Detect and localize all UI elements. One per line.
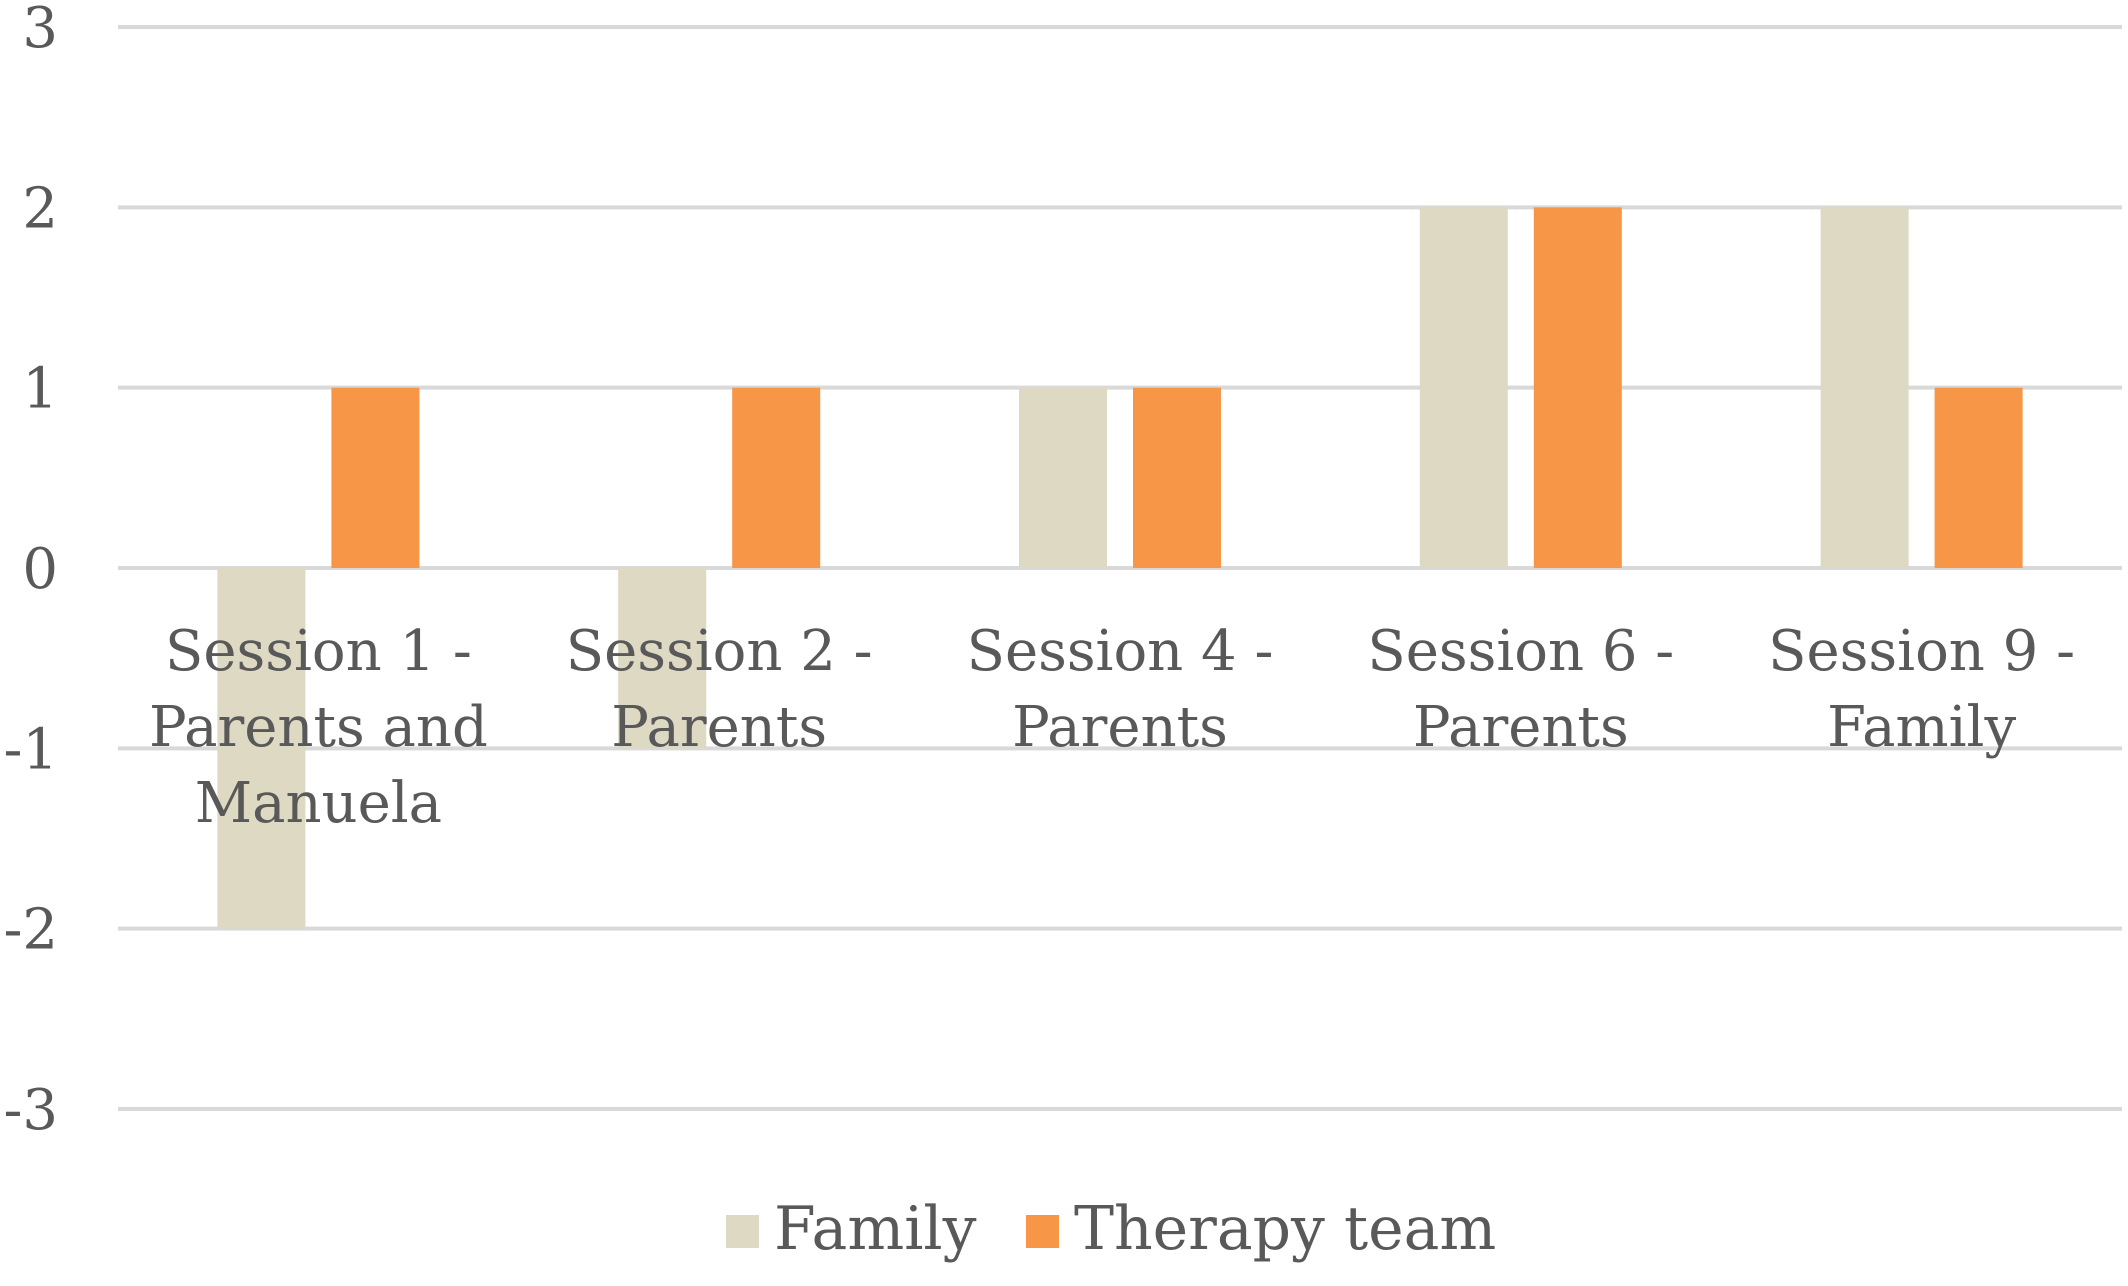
x-category-label-1: Session 2 -Parents (566, 619, 873, 760)
bars (217, 207, 2023, 929)
legend-swatch-family (726, 1215, 759, 1248)
legend-label-family: Family (774, 1194, 977, 1264)
bar-family-2 (1019, 387, 1107, 568)
y-tick-label-1: 2 (22, 176, 58, 241)
y-tick-label-3: 0 (22, 537, 58, 602)
x-category-label-2: Session 4 -Parents (967, 619, 1274, 760)
y-tick-label-4: -1 (3, 717, 58, 782)
legend: Family Therapy team (726, 1194, 1496, 1264)
y-tick-label-0: 3 (22, 0, 58, 61)
y-axis-tick-labels: 3 2 1 0 -1 -2 -3 (3, 0, 58, 1143)
bar-therapy-team-3 (1533, 207, 1622, 569)
y-tick-label-5: -2 (3, 898, 58, 963)
bar-therapy-team-0 (331, 387, 420, 568)
bar-therapy-team-2 (1133, 387, 1221, 568)
bar-family-0 (217, 568, 306, 929)
category-labels: Session 1 -Parents and Manuela Session 2 -… (149, 619, 2075, 836)
x-category-label-0: Session 1 -Parents and Manuela (149, 619, 488, 836)
legend-label-therapy-team: Therapy team (1074, 1194, 1496, 1264)
x-category-label-3: Session 6 -Parents (1367, 619, 1674, 760)
x-category-label-4: Session 9 -Family (1768, 619, 2075, 760)
bar-family-4 (1820, 207, 1909, 569)
gridlines (118, 25, 2122, 1111)
y-tick-label-2: 1 (22, 357, 58, 422)
bar-therapy-team-1 (732, 387, 821, 568)
bar-family-3 (1419, 207, 1508, 569)
y-tick-label-6: -3 (3, 1078, 58, 1143)
legend-swatch-therapy-team (1026, 1215, 1059, 1248)
bar-therapy-team-4 (1934, 387, 2023, 568)
bar-family-1 (618, 568, 707, 749)
